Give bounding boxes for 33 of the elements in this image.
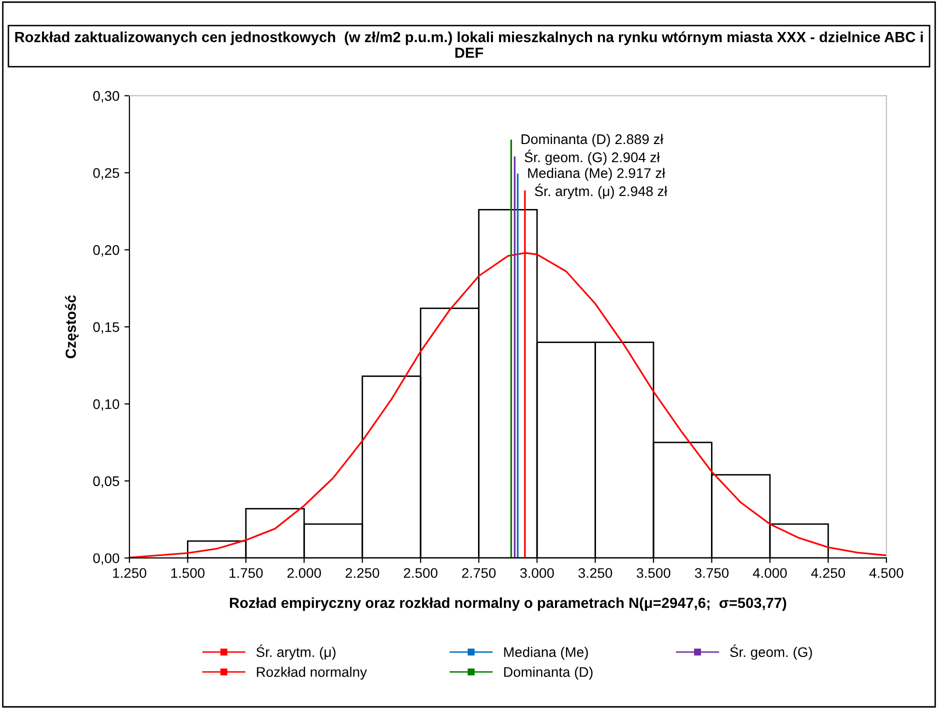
legend-label: Mediana (Me)	[504, 646, 588, 660]
x-tick-label: 2.750	[462, 568, 496, 578]
x-tick-label: 3.000	[520, 568, 554, 578]
x-tick-label: 1.250	[113, 568, 146, 578]
x-tick-label: 3.500	[636, 568, 670, 578]
x-tick-label: 2.250	[346, 568, 380, 578]
y-tick-label: 0,20	[93, 245, 120, 257]
legend-label: Śr. arytm. (μ)	[256, 644, 336, 660]
x-tick-label: 4.500	[869, 568, 904, 578]
y-axis-title: Częstość	[65, 295, 79, 358]
y-tick-label: 0,15	[93, 322, 120, 334]
x-axis-title: Rozład empiryczny oraz rozkład normalny o parametrach N(μ=2947,6; σ=503,77)	[230, 597, 786, 611]
annotation: Śr. geom. (G) 2.904 zł	[524, 150, 660, 166]
x-tick-label: 1.500	[171, 568, 205, 578]
x-tick-label: 2.000	[287, 568, 321, 578]
y-tick-label: 0,30	[93, 91, 120, 103]
legend-label: Śr. geom. (G)	[730, 644, 812, 660]
y-tick-label: 0,05	[93, 476, 120, 488]
x-tick-label: 3.250	[578, 568, 612, 578]
legend-label: Rozkład normalny	[256, 666, 367, 680]
x-tick-label: 4.250	[811, 568, 846, 578]
chart-title: Rozkład zaktualizowanych cen jednostkowych (w zł/m2 p.u.m.) lokali mieszkalnych na rynku wtórnym miasta XXX - dzielnice ABC i DEF	[15, 31, 923, 58]
y-tick-label: 0,25	[93, 168, 120, 180]
x-tick-label: 4.000	[752, 568, 787, 578]
x-tick-label: 2.500	[404, 568, 438, 578]
x-tick-label: 1.750	[230, 568, 263, 578]
annotation: Śr. arytm. (μ) 2.948 zł	[534, 184, 668, 199]
x-tick-label: 3.750	[694, 568, 729, 578]
annotation: Mediana (Me) 2.917 zł	[528, 168, 666, 181]
annotation: Dominanta (D) 2.889 zł	[522, 134, 664, 147]
y-tick-label: 0,00	[93, 553, 120, 565]
y-tick-label: 0,10	[93, 399, 120, 411]
legend-label: Dominanta (D)	[504, 666, 593, 680]
